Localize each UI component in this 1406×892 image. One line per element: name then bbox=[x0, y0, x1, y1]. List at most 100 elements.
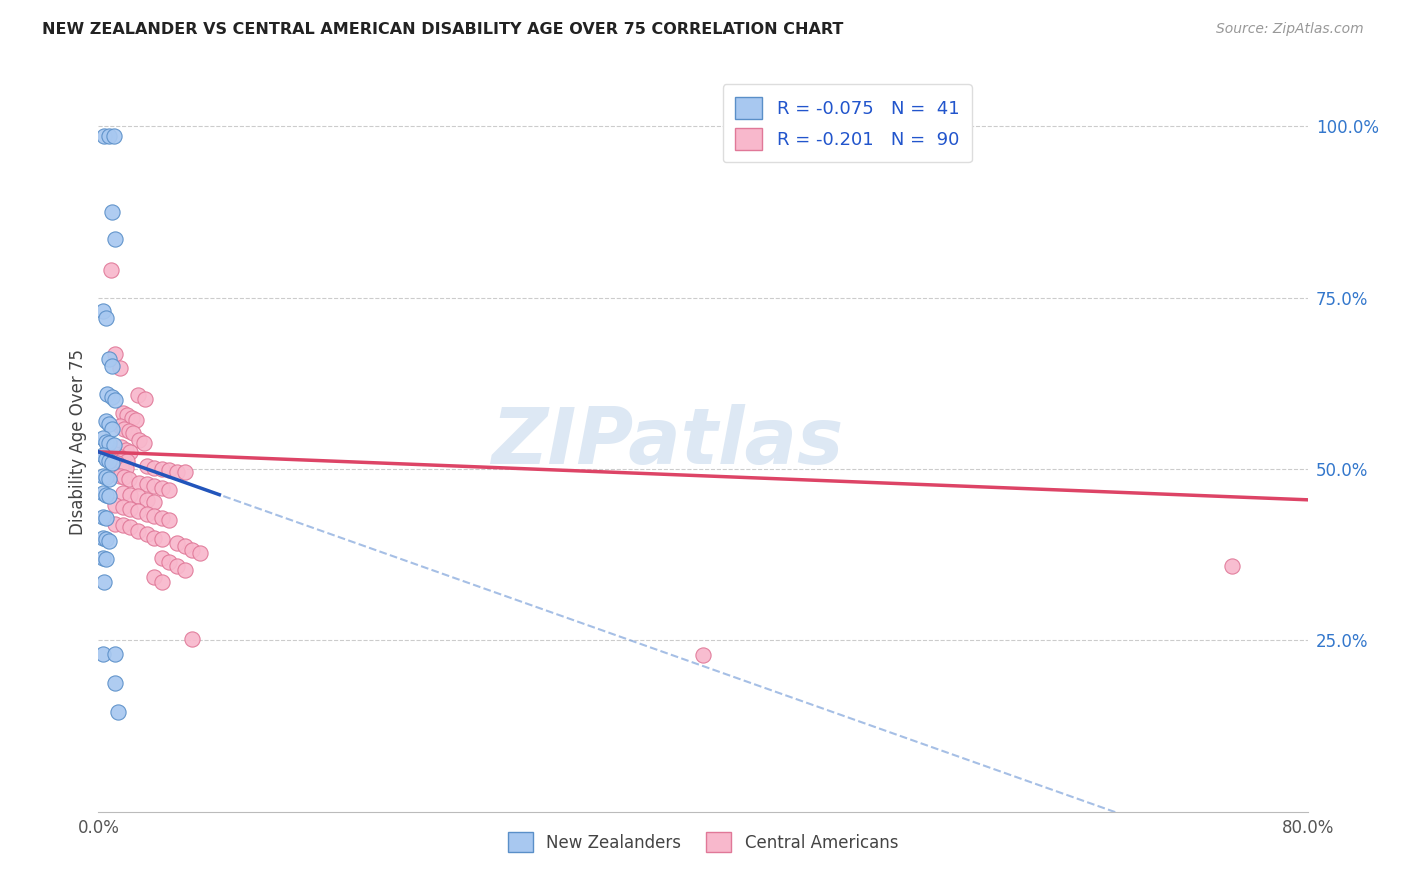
Point bbox=[143, 508, 166, 523]
Point bbox=[110, 458, 132, 473]
Point bbox=[91, 468, 114, 483]
Point bbox=[1220, 559, 1243, 574]
Point bbox=[125, 412, 148, 426]
Point bbox=[101, 454, 124, 468]
Point bbox=[112, 422, 135, 436]
Point bbox=[135, 477, 157, 491]
Point bbox=[111, 500, 134, 514]
Point bbox=[94, 552, 117, 566]
Point bbox=[181, 542, 204, 557]
Point bbox=[91, 431, 114, 445]
Point bbox=[111, 518, 134, 533]
Point bbox=[127, 489, 149, 503]
Point bbox=[94, 451, 117, 466]
Point bbox=[143, 460, 166, 475]
Point bbox=[93, 129, 115, 144]
Point bbox=[94, 511, 117, 525]
Point bbox=[188, 546, 211, 560]
Point bbox=[166, 559, 188, 574]
Point bbox=[98, 436, 121, 450]
Point bbox=[101, 390, 124, 404]
Point bbox=[150, 551, 173, 566]
Point bbox=[181, 632, 204, 646]
Point bbox=[101, 422, 124, 436]
Point bbox=[150, 462, 173, 476]
Point bbox=[150, 511, 173, 525]
Point bbox=[104, 516, 127, 531]
Point bbox=[101, 359, 124, 373]
Point bbox=[135, 458, 157, 473]
Legend: New Zealanders, Central Americans: New Zealanders, Central Americans bbox=[502, 825, 904, 859]
Point bbox=[101, 457, 124, 471]
Point bbox=[173, 563, 195, 577]
Point bbox=[132, 436, 155, 450]
Point bbox=[108, 468, 131, 483]
Point bbox=[103, 438, 125, 452]
Point bbox=[143, 570, 166, 584]
Point bbox=[104, 498, 127, 512]
Point bbox=[110, 440, 132, 454]
Point bbox=[159, 483, 181, 497]
Point bbox=[98, 489, 121, 503]
Point bbox=[91, 531, 114, 545]
Point bbox=[94, 532, 117, 546]
Point bbox=[98, 352, 121, 367]
Point bbox=[108, 450, 131, 464]
Point bbox=[118, 472, 141, 486]
Point bbox=[692, 648, 714, 663]
Point bbox=[104, 647, 127, 661]
Point bbox=[115, 454, 138, 468]
Point bbox=[91, 448, 114, 462]
Point bbox=[127, 524, 149, 538]
Point bbox=[120, 520, 142, 534]
Point bbox=[122, 426, 145, 441]
Point bbox=[118, 424, 141, 438]
Y-axis label: Disability Age Over 75: Disability Age Over 75 bbox=[69, 349, 87, 534]
Point bbox=[93, 575, 115, 590]
Point bbox=[104, 347, 127, 361]
Point bbox=[114, 460, 136, 475]
Point bbox=[94, 414, 117, 428]
Point bbox=[159, 513, 181, 527]
Point bbox=[135, 507, 157, 521]
Point bbox=[98, 129, 121, 144]
Point bbox=[103, 129, 125, 144]
Point bbox=[100, 263, 122, 277]
Text: NEW ZEALANDER VS CENTRAL AMERICAN DISABILITY AGE OVER 75 CORRELATION CHART: NEW ZEALANDER VS CENTRAL AMERICAN DISABI… bbox=[42, 22, 844, 37]
Point bbox=[104, 393, 127, 408]
Point bbox=[96, 386, 118, 401]
Point bbox=[114, 442, 136, 457]
Point bbox=[150, 575, 173, 590]
Point bbox=[143, 495, 166, 509]
Point bbox=[98, 454, 121, 468]
Point bbox=[134, 392, 156, 406]
Point bbox=[159, 463, 181, 477]
Point bbox=[127, 504, 149, 518]
Point bbox=[143, 531, 166, 545]
Point bbox=[111, 451, 134, 466]
Point bbox=[101, 205, 124, 219]
Point bbox=[150, 481, 173, 495]
Point bbox=[98, 533, 121, 548]
Point bbox=[135, 492, 157, 507]
Point bbox=[91, 304, 114, 318]
Point bbox=[104, 232, 127, 246]
Point bbox=[105, 457, 128, 471]
Point bbox=[94, 434, 117, 449]
Point bbox=[111, 486, 134, 500]
Point bbox=[128, 475, 150, 490]
Point bbox=[120, 501, 142, 516]
Point bbox=[108, 360, 131, 375]
Point bbox=[166, 536, 188, 550]
Point bbox=[173, 539, 195, 553]
Point bbox=[111, 406, 134, 420]
Point bbox=[150, 532, 173, 546]
Point bbox=[103, 467, 125, 482]
Point bbox=[91, 551, 114, 566]
Point bbox=[107, 706, 129, 720]
Point bbox=[91, 647, 114, 661]
Point bbox=[94, 311, 117, 326]
Point bbox=[120, 488, 142, 502]
Point bbox=[135, 527, 157, 541]
Point bbox=[112, 470, 135, 484]
